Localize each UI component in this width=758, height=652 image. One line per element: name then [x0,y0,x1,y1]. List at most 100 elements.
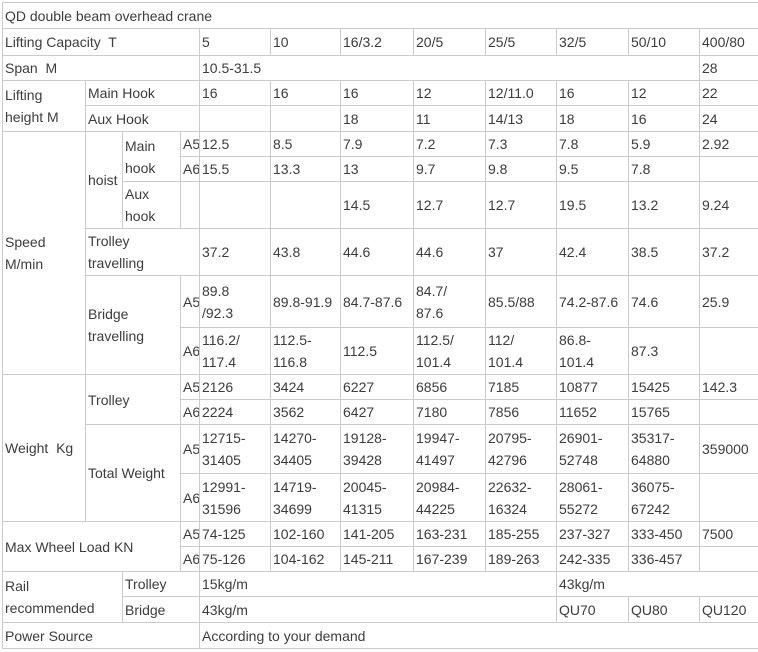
total-weight-a5-row: Total Weight A5 12715- 31405 14270- 3440… [3,424,758,522]
lifting-capacity-row: Lifting Capacity T 5 10 16/3.2 20/5 25/5… [2,28,758,56]
weight-trolley-a6-value [698,399,758,425]
grade-a6-label: A6 [180,399,200,425]
trolley-travelling-value: 44.6 [340,228,414,276]
hoist-aux-value: 9.24 [698,181,758,229]
bridge-a5-value: 89.8-91.9 [270,275,341,328]
bridge-travelling-label: Bridge travelling [85,275,181,375]
hoist-aux-value: 12.7 [485,181,557,229]
trolley-travelling-value: 42.4 [556,228,629,276]
rail-bridge-qu-value: QU80 [628,596,700,623]
hoist-aux-value [199,181,271,229]
bridge-a6-value: 116.2/ 117.4 [199,327,271,375]
max-wheel-a6-value: 167-239 [413,546,486,572]
weight-trolley-a5-value: 142.3 [698,374,758,400]
span-row: Span M 10.5-31.5 28 [2,55,758,81]
max-wheel-a6-value: 189-263 [485,546,557,572]
total-weight-a6-value: 36075- 67242 [628,473,700,522]
power-source-value: According to your demand [198,622,758,649]
weight-trolley-a5-row: Weight Kg Trolley A5 2126 3424 6227 6856… [2,374,758,522]
aux-hook-label: Aux Hook [85,105,200,132]
max-wheel-a5-value: 237-327 [556,521,629,547]
total-weight-a6-row: A6 12991- 31596 14719- 34699 20045- 4131… [3,473,758,522]
hoist-main-a6-value [698,156,758,182]
total-weight-a5-value: 19947- 41497 [413,424,486,474]
rail-trolley-label: Trolley [122,571,200,597]
lifting-capacity-label: Lifting Capacity T [2,28,200,56]
hoist-aux-value: 14.5 [340,181,414,229]
hoist-main-a5-value: 12.5 [199,131,271,157]
bridge-a5-value: 85.5/88 [485,275,557,328]
capacity-value: 32/5 [556,28,629,56]
hoist-aux-value: 13.2 [628,181,700,229]
grade-a6-label: A6 [180,546,200,572]
speed-label: Speed M/min [2,131,86,375]
hoist-main-a6-value: 13 [340,156,414,182]
weight-label: Weight Kg [2,374,86,522]
total-weight-a6-value: 20045- 41315 [340,473,414,522]
max-wheel-a5-value: 102-160 [270,521,341,547]
hoist-aux-hook-label: Aux hook [122,181,181,229]
hoist-main-a5-value: 7.8 [556,131,629,157]
total-weight-a6-value: 20984- 44225 [413,473,486,522]
total-weight-a6-value: 22632- 16324 [485,473,557,522]
table-title: QD double beam overhead crane [1,2,758,29]
hoist-main-a6-value: 13.3 [270,156,341,182]
max-wheel-a5-value: 333-450 [628,521,700,547]
rail-bridge-label: Bridge [122,596,200,623]
main-hook-height-value: 12 [413,80,486,106]
bridge-a6-value: 86.8- 101.4 [556,327,629,375]
max-wheel-a6-value: 145-211 [340,546,414,572]
total-weight-a5-value: 12715- 31405 [199,424,271,474]
hoist-label: hoist [85,131,123,229]
aux-hook-height-value: 16 [628,105,700,132]
bridge-travelling-a6-row: A6 116.2/ 117.4 112.5- 116.8 112.5 112.5… [3,327,758,375]
total-weight-a5-value: 35317- 64880 [628,424,700,474]
grade-a6-label: A6 [180,156,200,182]
bridge-a6-value: 87.3 [628,327,700,375]
capacity-value: 5 [199,28,271,56]
total-weight-a5-value: 19128- 39428 [340,424,414,474]
hoist-main-a6-value: 9.7 [413,156,486,182]
weight-trolley-a5-value: 2126 [199,374,271,400]
trolley-travelling-value: 37.2 [698,228,758,276]
max-wheel-a5-value: 7500 [698,521,758,547]
hoist-aux-value: 19.5 [556,181,629,229]
max-wheel-a5-value: 74-125 [199,521,271,547]
aux-hook-height-value [270,105,341,132]
bridge-a5-value: 84.7/ 87.6 [413,275,486,328]
hoist-main-a6-value: 7.8 [628,156,700,182]
main-hook-height-value: 16 [270,80,341,106]
span-label: Span M [2,55,200,81]
weight-trolley-a5-value: 6856 [413,374,486,400]
power-source-row: Power Source According to your demand [2,622,758,649]
weight-trolley-a6-row: A6 2224 3562 6427 7180 7856 11652 15765 [3,399,758,425]
max-wheel-a6-value: 75-126 [199,546,271,572]
rail-bridge-qu-value: QU120 [698,596,758,623]
weight-trolley-a5-value: 15425 [628,374,700,400]
hoist-main-a6-value: 15.5 [199,156,271,182]
weight-trolley-a5-value: 10877 [556,374,629,400]
hoist-main-a5-value: 8.5 [270,131,341,157]
power-source-label: Power Source [2,622,200,649]
bridge-a5-value: 74.6 [628,275,700,328]
hoist-main-a5-value: 7.9 [340,131,414,157]
aux-hook-height-value: 11 [413,105,486,132]
max-wheel-a6-value [698,546,758,572]
bridge-a6-value: 112/ 101.4 [485,327,557,375]
main-hook-height-value: 12/11.0 [485,80,557,106]
grade-a5-label: A5 [180,424,200,474]
weight-trolley-a6-value: 6427 [340,399,414,425]
weight-trolley-label: Trolley [85,374,181,425]
total-weight-a5-value: 26901- 52748 [556,424,629,474]
hoist-main-a5-value: 7.3 [485,131,557,157]
aux-hook-height-value: 18 [340,105,414,132]
capacity-value: 25/5 [485,28,557,56]
hoist-aux-value: 12.7 [413,181,486,229]
aux-hook-height-value: 18 [556,105,629,132]
hoist-main-a5-value: 7.2 [413,131,486,157]
max-wheel-a6-value: 104-162 [270,546,341,572]
total-weight-label: Total Weight [85,424,181,522]
grade-a5-label: A5 [180,374,200,400]
total-weight-a6-value: 28061- 55272 [556,473,629,522]
bridge-a5-value: 84.7-87.6 [340,275,414,328]
